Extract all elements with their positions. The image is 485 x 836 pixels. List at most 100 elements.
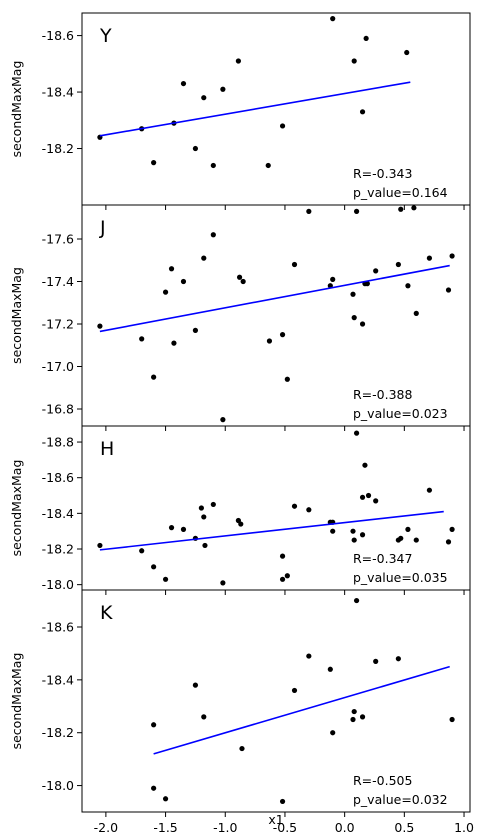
panel-k-data-point [162,796,169,802]
panel-j: -16.8 -17.0 -17.2 -17.4 -17.6 secondMaxMag J R=… [9,204,471,431]
panel-y-data-point [363,35,369,42]
panel-y-data-point [180,80,187,87]
panel-j-data-point [351,315,357,321]
panel-k-data-point [373,658,379,664]
panel-j-data-point [201,255,207,261]
panel-k-y-tick-label: -18.2 [42,725,74,740]
panel-j-data-point [192,327,199,333]
panel-k-p-value: p_value=0.032 [353,792,448,807]
x-tick-label: 0.5 [394,820,414,835]
panel-j-r-value: R=-0.388 [353,387,413,402]
panel-j-y-tick-label: -17.2 [42,317,74,332]
panel-j-data-point [353,208,360,214]
panel-k-data-point [151,785,157,791]
panel-k-fit-line [153,665,450,755]
panel-h-data-point [151,564,157,570]
panel-y-data-point [220,86,226,92]
panel-y-data-point [279,123,286,129]
panel-h-data-point [365,492,372,499]
panel-j-data-point [413,310,419,316]
panel-k-data-point [330,730,336,736]
panel-j-data-point [398,206,404,212]
panel-k-band-label: K [100,602,113,624]
panel-h-y-tick-label: -18.8 [42,435,74,450]
panel-k-data-point [350,716,356,723]
panel-k-y-tick-label: -18.6 [42,620,74,635]
panel-h-band-label: H [100,438,114,460]
panel-y-band-label: Y [99,25,112,47]
panel-h: -18.0 -18.2 -18.4 -18.6 -18.8 secondMaxMag H R=… [9,425,471,595]
panel-k-r-value: R=-0.505 [353,773,412,788]
panel-h-y-tick-label: -18.2 [42,542,74,557]
panel-y-fit-line [99,81,411,137]
panel-y-data-point [411,205,417,211]
x-tick-label: -1.0 [213,820,237,835]
panel-k-data-point [449,716,455,723]
panel-j-data-point [168,266,175,272]
panel-k-data-point [359,714,366,720]
panel-k-data-point [327,666,333,672]
panel-y-r-value: R=-0.343 [353,166,412,181]
panel-h-data-point [201,514,207,520]
panel-h-data-point [168,525,175,531]
panel-h-data-point [202,542,208,549]
panel-k-data-point [201,714,207,720]
panel-j-data-point [279,332,286,338]
panel-h-data-point [413,537,419,543]
panel-j-data-point [162,289,169,295]
x-axis: -2.0 -1.5 -1.0 -0.5 0.0 0.5 1.0 [94,820,474,835]
panel-y: -18.2 -18.4 -18.6 secondMaxMag Y R=-0.343 p_va… [9,12,471,211]
panel-h-data-point [210,501,216,508]
panel-h-data-point [359,494,366,500]
panel-h-data-point [291,503,298,509]
panel-j-data-point [139,336,145,342]
panel-k-data-point [239,745,245,752]
panel-y-data-point [210,162,216,169]
panel-j-data-point [210,232,216,238]
panel-h-data-point [97,542,103,549]
panel-h-data-point [398,535,404,541]
panel-k: -18.0 -18.2 -18.4 -18.6 secondMaxMag K R=-0.50… [9,589,471,817]
panel-j-data-point [445,287,452,293]
panel-h-data-point [279,576,286,582]
x-tick-label: -2.0 [94,820,118,835]
x-axis-label: x1 [268,812,283,827]
panel-h-r-value: R=-0.347 [353,551,412,566]
panel-h-data-point [449,526,455,532]
panel-h-data-point [351,537,357,543]
panel-k-data-point [291,687,298,694]
panel-j-data-point [291,261,298,268]
panel-j-data-point [97,323,103,329]
panel-y-data-point [151,160,157,166]
panel-h-data-point [279,553,286,559]
panel-h-data-point [139,548,145,554]
panel-h-data-point [350,528,356,534]
panel-y-data-point [330,16,336,22]
panel-j-data-point [284,376,290,382]
panel-h-data-point [180,526,187,532]
panel-h-data-point [162,576,169,582]
panel-h-y-tick-label: -18.0 [42,577,74,592]
panel-j-band-label: J [99,217,106,239]
panel-j-data-point [151,374,157,380]
panel-k-data-point [306,653,312,659]
panel-k-data-point [279,798,286,805]
panel-j-data-point [306,208,312,214]
panel-j-data-point [449,253,455,259]
panel-k-data-point [395,656,401,662]
panel-j-data-point [240,278,246,285]
panel-h-data-point [445,539,452,545]
panel-j-data-point [364,281,370,287]
panel-y-data-point [201,95,207,101]
panel-h-data-point [198,505,204,511]
panel-h-data-point [306,507,312,513]
panel-y-y-tick-label: -18.6 [42,28,74,43]
panel-h-y-tick-label: -18.4 [42,506,74,521]
panel-h-y-tick-label: -18.6 [42,470,74,485]
panel-h-data-point [353,430,360,436]
panel-h-data-point [238,521,244,527]
panel-h-y-axis-label: secondMaxMag [9,460,24,557]
panel-j-data-point [350,291,356,297]
panel-y-data-point [404,49,410,56]
